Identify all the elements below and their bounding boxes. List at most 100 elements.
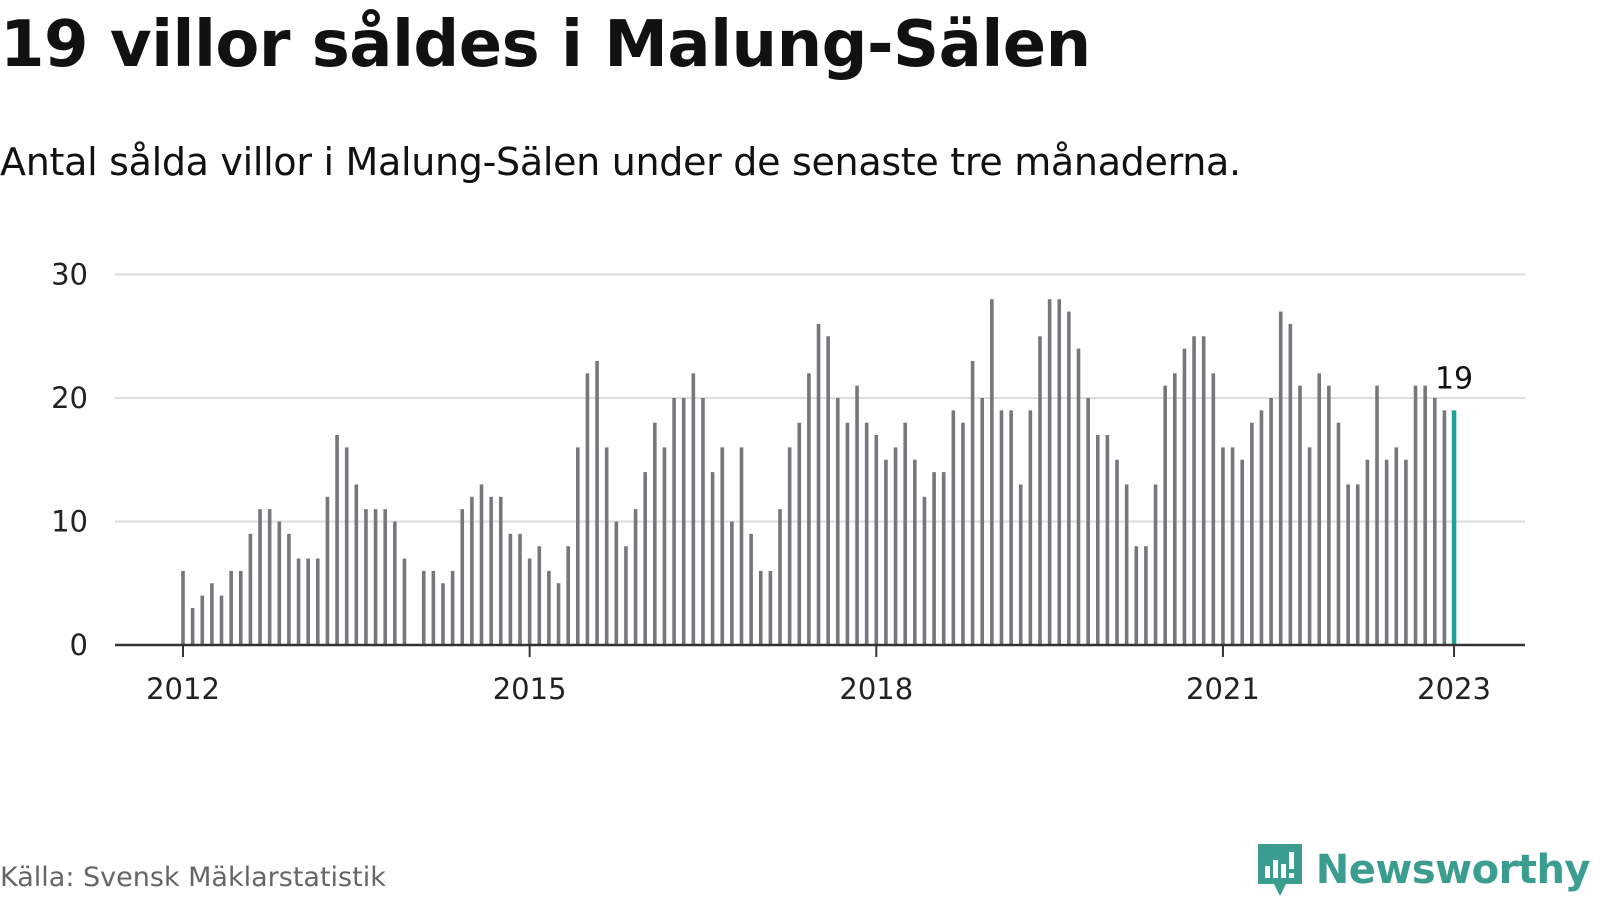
bar — [1018, 484, 1023, 645]
y-tick-label: 10 — [51, 505, 88, 539]
bar — [1413, 385, 1418, 645]
bar — [701, 398, 705, 645]
bar — [864, 422, 869, 645]
bar — [893, 447, 898, 645]
highlight-value-label: 19 — [1435, 361, 1473, 396]
bar — [431, 570, 436, 645]
bar — [1355, 484, 1360, 645]
bar — [1278, 311, 1283, 645]
bar — [1259, 410, 1264, 645]
bar — [1288, 323, 1293, 645]
bar — [1211, 373, 1216, 645]
bar — [316, 558, 320, 645]
bar — [575, 447, 580, 645]
bar — [970, 360, 975, 645]
bar — [1317, 373, 1322, 645]
bar — [941, 472, 946, 645]
bar — [498, 496, 503, 645]
bar — [932, 472, 936, 645]
bar — [344, 447, 349, 645]
bar — [1134, 546, 1139, 645]
bar — [1163, 385, 1167, 645]
bar — [961, 422, 965, 645]
bar — [595, 360, 599, 645]
bar — [248, 533, 253, 645]
bar — [874, 435, 879, 645]
source-note: Källa: Svensk Mäklarstatistik — [0, 862, 386, 893]
bar — [190, 607, 195, 645]
bar — [730, 521, 734, 645]
bar — [681, 398, 686, 645]
bar — [537, 546, 542, 645]
x-tick-label: 2015 — [493, 672, 567, 706]
y-axis: 0 10 20 30 — [51, 258, 88, 663]
bar — [489, 496, 493, 645]
bar — [1095, 435, 1100, 645]
bar — [951, 410, 956, 645]
bar — [1365, 459, 1370, 645]
bar — [1230, 447, 1235, 645]
bar — [758, 570, 763, 645]
bar — [229, 570, 233, 645]
bar — [990, 299, 994, 645]
bar — [624, 546, 628, 645]
bar — [527, 558, 532, 645]
bar — [566, 546, 570, 645]
bar — [1375, 385, 1379, 645]
bar — [778, 509, 782, 645]
bar — [1384, 459, 1389, 645]
bar — [402, 558, 407, 645]
bar — [1124, 484, 1129, 645]
brand-name: Newsworthy — [1315, 847, 1591, 893]
y-tick-label: 20 — [51, 381, 88, 415]
bar — [1250, 422, 1254, 645]
x-tick-label: 2012 — [146, 672, 220, 706]
x-axis: 2012 2015 2018 2021 2023 — [115, 643, 1525, 706]
bar — [1182, 348, 1187, 645]
bar — [749, 533, 753, 645]
bar — [653, 422, 657, 645]
bar — [855, 385, 859, 645]
bar — [479, 484, 484, 645]
bar — [1201, 336, 1206, 645]
bar — [816, 323, 821, 645]
bar — [691, 373, 696, 645]
bar — [1432, 398, 1437, 645]
bar — [181, 570, 185, 645]
bar — [441, 583, 445, 645]
bar — [373, 509, 378, 645]
bar — [258, 509, 262, 645]
bar — [1028, 410, 1033, 645]
bar — [903, 422, 907, 645]
bar — [980, 398, 985, 645]
bar — [845, 422, 850, 645]
chart-title: 19 villor såldes i Malung-Sälen — [0, 8, 1091, 82]
bar — [335, 435, 339, 645]
bar-highlight — [1451, 410, 1457, 645]
bar — [306, 558, 310, 645]
bar — [547, 570, 551, 645]
bar — [710, 472, 715, 645]
bar — [421, 570, 426, 645]
bar — [518, 533, 522, 645]
bar — [219, 595, 224, 645]
bar — [614, 521, 619, 645]
bar — [325, 496, 330, 645]
bar — [460, 509, 465, 645]
bar — [1115, 459, 1119, 645]
bar — [238, 570, 243, 645]
bar — [662, 447, 667, 645]
bar — [1067, 311, 1071, 645]
bar — [720, 447, 725, 645]
bar — [450, 570, 455, 645]
bar — [739, 447, 744, 645]
bar — [835, 398, 840, 645]
y-tick-label: 30 — [51, 258, 88, 292]
bar — [1298, 385, 1302, 645]
bar — [1327, 385, 1331, 645]
bar — [797, 422, 802, 645]
bar — [556, 583, 561, 645]
bar — [999, 410, 1004, 645]
brand[interactable]: Newsworthy — [1254, 840, 1591, 900]
bar — [807, 373, 811, 645]
